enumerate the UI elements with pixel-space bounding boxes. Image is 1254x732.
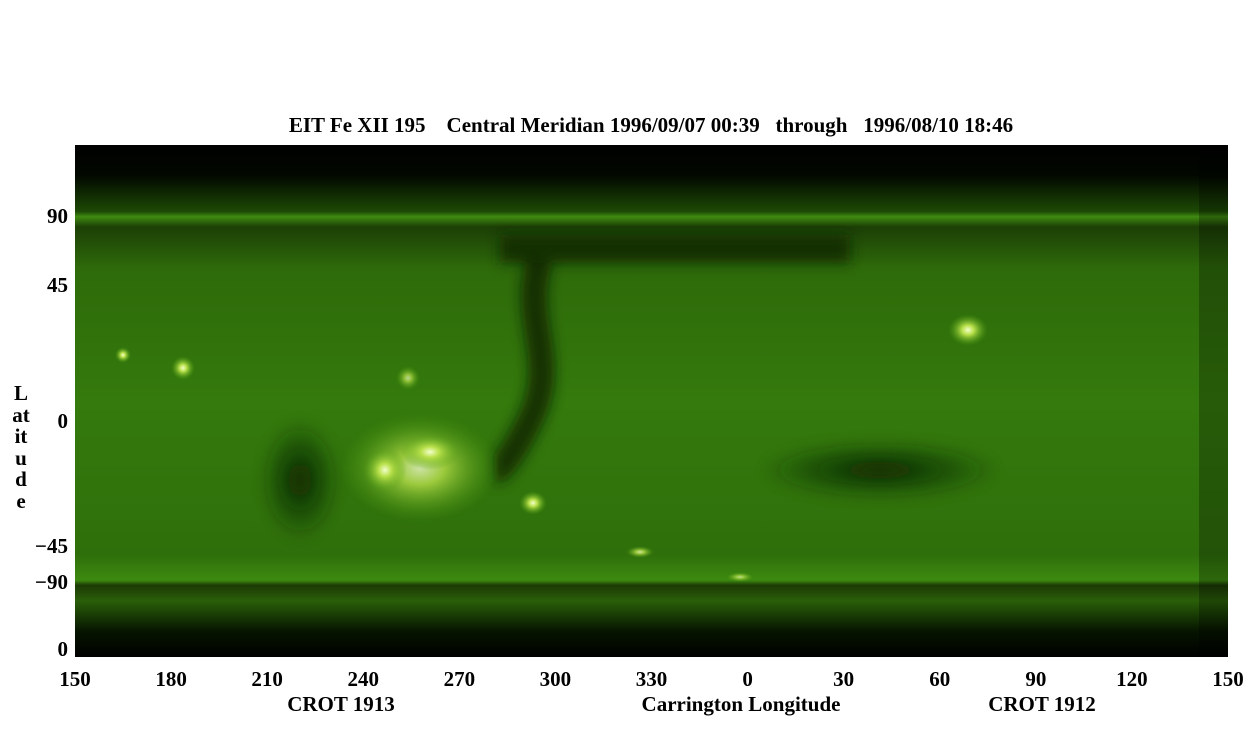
x-tick-label: 0 [742,667,753,691]
active-regions [115,314,988,582]
y-tick-label: −90 [35,570,68,594]
y-tick-label: 45 [47,273,68,297]
x-tick-label: 30 [833,667,855,691]
x-tick-label: 90 [1025,667,1047,691]
x-tick-label: 300 [539,667,572,691]
x-tick-label: 210 [251,667,283,691]
y-axis-title: Latitude [12,381,30,513]
x-tick-label: 270 [443,667,476,691]
x-tick-label: 120 [1116,667,1148,691]
x-tick-label: 60 [929,667,951,691]
x-caption: CROT 1912 [988,692,1096,716]
y-tick-label: 0 [57,637,69,661]
x-tick-label: 240 [347,667,380,691]
y-tick-label: 90 [47,204,68,228]
edge-strip [1199,145,1228,657]
y-tick-label: 0 [57,409,69,433]
x-caption: Carrington Longitude [641,692,841,716]
title: EIT Fe XII 195 Central Meridian 1996/09/… [288,113,1014,137]
x-caption: CROT 1913 [287,692,395,716]
coronal-holes [260,235,1000,540]
x-tick-label: 150 [1212,667,1244,691]
x-tick-label: 180 [155,667,187,691]
y-tick-label: −45 [35,534,68,558]
map-background [75,145,1228,657]
x-tick-label: 150 [59,667,91,691]
x-tick-label: 330 [635,667,668,691]
